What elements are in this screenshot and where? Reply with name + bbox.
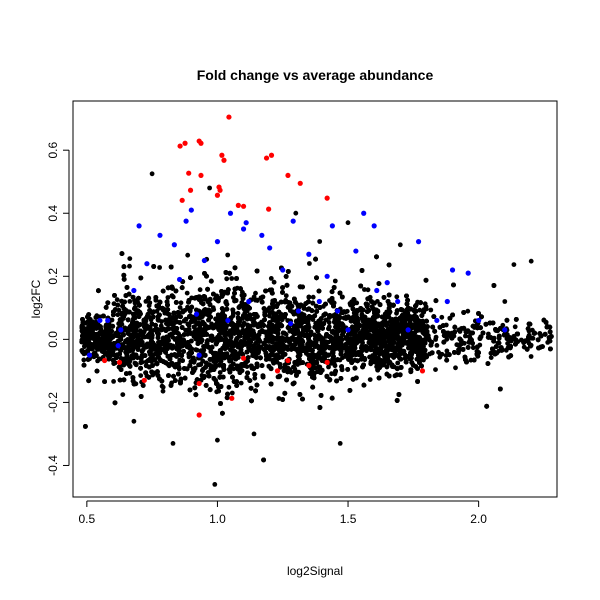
point-black [488,355,494,360]
point-black [276,396,282,401]
chart-title: Fold change vs average abundance [197,67,434,83]
point-black [111,301,117,307]
point-black [229,390,235,396]
point-black [116,307,122,313]
point-black [177,305,183,310]
point-black [395,360,401,366]
point-black [226,384,232,390]
point-black [160,384,166,390]
point-black [115,312,121,318]
point-black [417,307,423,313]
point-black [229,276,235,281]
point-black [271,279,277,285]
point-black [433,337,438,342]
point-black [332,278,338,284]
point-black [217,370,223,375]
point-black [307,261,312,266]
point-black [394,294,400,300]
point-black [127,256,133,261]
point-black [238,380,244,386]
point-black [217,348,223,353]
point-black [185,252,191,258]
point-black [160,388,166,394]
point-black [434,343,440,348]
point-black [463,333,468,339]
point-black [317,239,323,244]
point-black [528,354,534,359]
point-black [81,357,87,363]
point-black [244,364,250,369]
point-black [433,367,438,372]
point-black [545,340,551,345]
points-layer [79,114,554,487]
point-black [345,314,351,320]
point-black [383,323,389,328]
point-black [470,345,476,351]
point-black [224,276,230,282]
point-black [235,310,241,316]
point-black [283,293,289,299]
point-black [211,307,217,312]
point-black [253,340,258,346]
point-black [505,341,510,346]
point-black [367,377,373,382]
point-black [326,364,331,370]
point-black [253,290,258,296]
point-black [178,300,184,306]
point-black [120,392,126,397]
point-black [132,315,138,321]
point-black [157,265,163,270]
point-black [127,263,132,269]
point-black [310,294,316,300]
point-black [362,287,367,292]
point-black [365,287,371,293]
point-black [111,379,116,384]
point-black [511,333,517,339]
point-black [444,348,450,354]
point-black [127,299,133,304]
point-black [114,297,120,303]
point-black [512,324,518,330]
point-black [252,375,258,381]
point-black [465,308,471,314]
point-black [528,258,534,264]
point-black [225,252,231,258]
point-black [197,287,203,293]
point-black [453,365,458,371]
point-black [444,336,450,342]
point-black [184,290,190,296]
point-black [439,314,445,320]
point-black [428,307,434,313]
point-black [218,358,224,364]
point-black [193,347,199,353]
point-black [143,299,149,304]
point-black [165,295,171,300]
point-black [268,276,274,281]
point-black [511,262,517,267]
point-black [138,373,144,378]
